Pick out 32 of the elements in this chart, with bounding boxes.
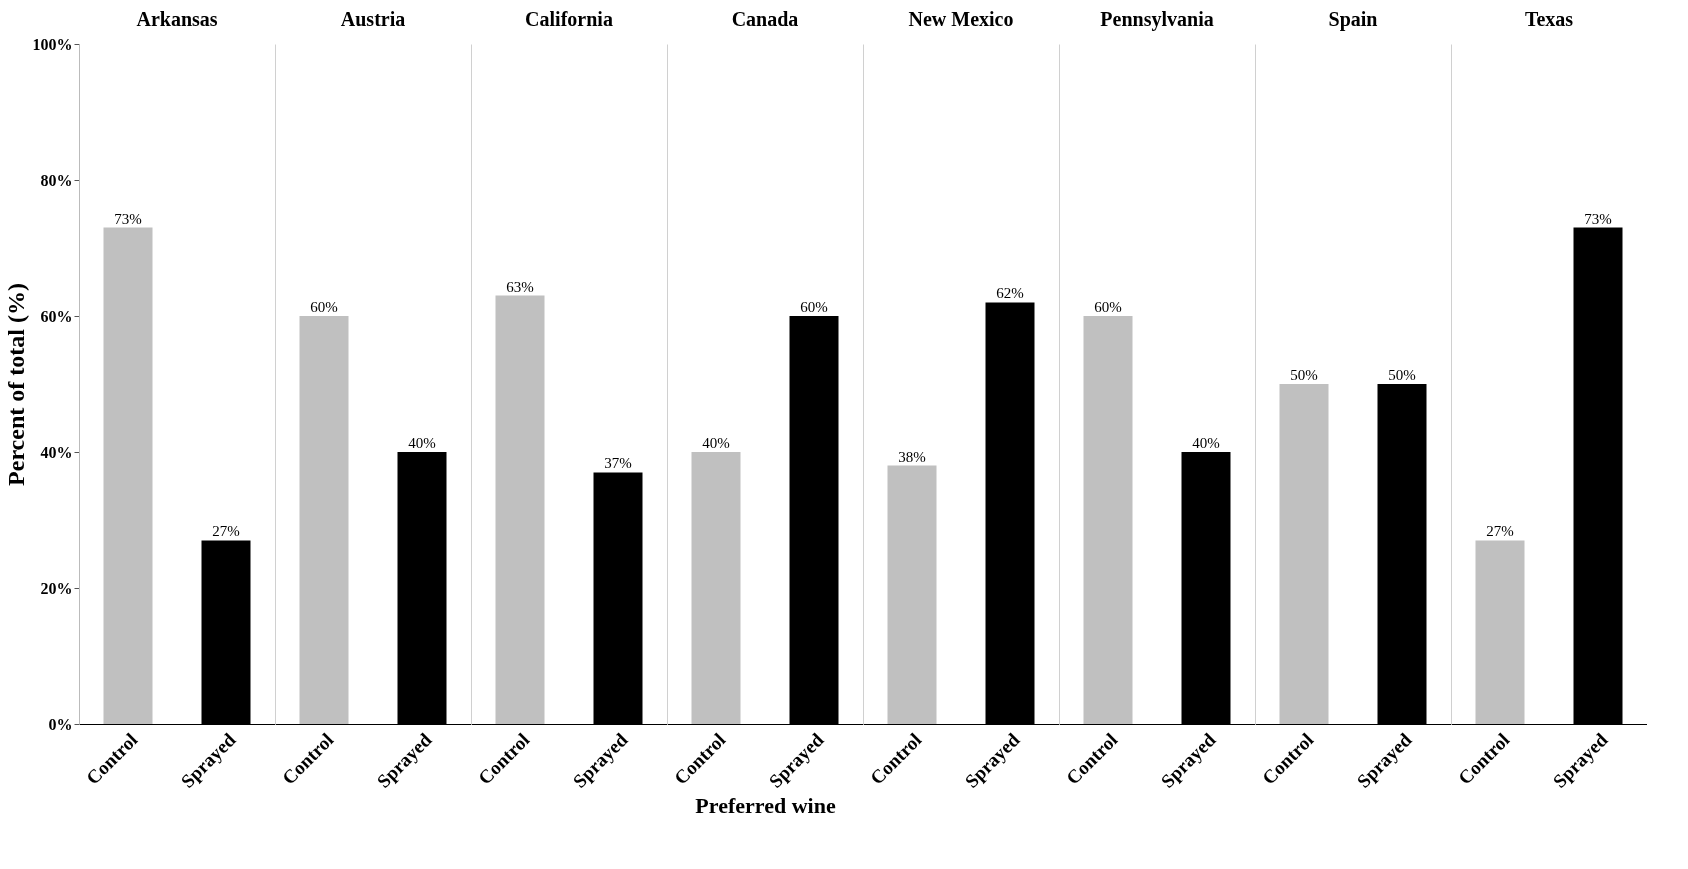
chart-title: Austria xyxy=(340,8,406,30)
y-tick-label: 40% xyxy=(40,443,73,461)
data-label: 60% xyxy=(1094,299,1122,315)
data-label: 73% xyxy=(1584,210,1612,227)
data-label: 73% xyxy=(114,210,142,227)
y-tick-label: 60% xyxy=(40,307,73,325)
chart-title: California xyxy=(525,8,613,30)
chart-title: Pennsylvania xyxy=(1100,8,1214,31)
data-label: 60% xyxy=(800,299,828,315)
data-label: 50% xyxy=(1290,367,1318,383)
data-label: 27% xyxy=(1486,523,1514,540)
x-axis-title: Preferred wine xyxy=(695,792,836,818)
chart-title: New Mexico xyxy=(908,8,1014,30)
chart-title: Texas xyxy=(1524,8,1574,30)
data-label: 37% xyxy=(604,455,632,472)
chart-title: Spain xyxy=(1328,8,1378,31)
data-label: 62% xyxy=(996,285,1024,302)
y-tick-label: 0% xyxy=(48,715,73,733)
data-label: 60% xyxy=(310,299,338,315)
data-label: 63% xyxy=(506,278,534,295)
data-label: 40% xyxy=(408,435,436,451)
data-label: 27% xyxy=(212,523,240,540)
y-tick-label: 100% xyxy=(32,35,73,53)
y-tick-label: 80% xyxy=(40,171,73,189)
chart-title: Arkansas xyxy=(136,8,218,30)
data-label: 38% xyxy=(898,448,926,465)
data-label: 50% xyxy=(1388,367,1416,383)
y-tick-label: 20% xyxy=(40,579,73,597)
data-label: 40% xyxy=(702,435,730,451)
data-label: 40% xyxy=(1192,435,1220,451)
y-axis-title: Percent of total (%) xyxy=(2,283,29,486)
chart-title: Canada xyxy=(731,8,799,30)
